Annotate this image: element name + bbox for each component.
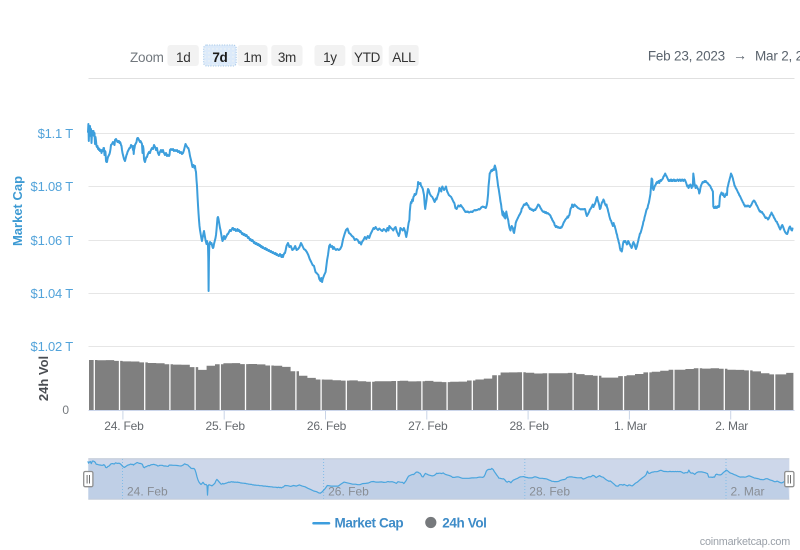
svg-text:7d: 7d <box>212 50 227 65</box>
svg-text:1m: 1m <box>243 50 261 65</box>
svg-text:→: → <box>733 47 747 63</box>
svg-text:$1.02 T: $1.02 T <box>31 339 74 354</box>
svg-text:1d: 1d <box>176 50 190 65</box>
svg-text:3m: 3m <box>278 50 296 65</box>
svg-text:YTD: YTD <box>354 50 381 65</box>
svg-text:$1.04 T: $1.04 T <box>31 286 74 301</box>
svg-text:Mar 2, 2023: Mar 2, 2023 <box>755 49 800 64</box>
svg-text:24h Vol: 24h Vol <box>36 356 51 401</box>
svg-text:$1.06 T: $1.06 T <box>31 233 74 248</box>
svg-text:Zoom: Zoom <box>130 50 164 65</box>
svg-text:27. Feb: 27. Feb <box>408 419 448 433</box>
svg-text:28. Feb: 28. Feb <box>509 419 549 433</box>
svg-text:0: 0 <box>62 403 69 417</box>
svg-text:24h Vol: 24h Vol <box>442 515 486 530</box>
svg-text:25. Feb: 25. Feb <box>206 419 246 433</box>
svg-text:ALL: ALL <box>392 50 416 65</box>
svg-text:1y: 1y <box>323 50 337 65</box>
svg-text:coinmarketcap.com: coinmarketcap.com <box>700 536 790 548</box>
svg-text:24. Feb: 24. Feb <box>104 419 144 433</box>
svg-text:Feb 23, 2023: Feb 23, 2023 <box>648 49 725 64</box>
svg-text:1. Mar: 1. Mar <box>614 419 647 433</box>
svg-text:$1.1 T: $1.1 T <box>38 126 74 141</box>
svg-text:Market Cap: Market Cap <box>335 515 404 530</box>
svg-text:2. Mar: 2. Mar <box>731 485 765 499</box>
svg-text:Market Cap: Market Cap <box>10 176 25 246</box>
svg-text:2. Mar: 2. Mar <box>715 419 748 433</box>
svg-text:26. Feb: 26. Feb <box>307 419 347 433</box>
svg-text:24. Feb: 24. Feb <box>127 485 168 499</box>
svg-text:26. Feb: 26. Feb <box>328 485 369 499</box>
svg-text:28. Feb: 28. Feb <box>529 485 570 499</box>
svg-text:$1.08 T: $1.08 T <box>31 179 74 194</box>
